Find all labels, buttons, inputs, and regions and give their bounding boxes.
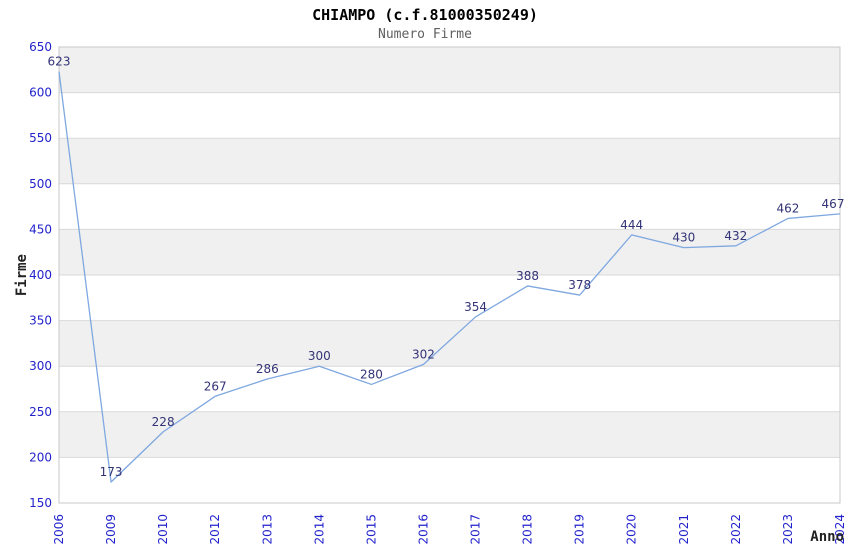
plot-band	[59, 138, 840, 184]
x-tick-label: 2010	[156, 514, 170, 545]
plot-band	[59, 47, 840, 93]
data-point-label: 354	[464, 300, 487, 314]
plot-band	[59, 320, 840, 367]
x-tick-label: 2013	[260, 514, 274, 545]
x-tick-label: 2015	[364, 514, 378, 545]
x-tick-label: 2020	[625, 514, 639, 545]
y-tick-label: 650	[29, 40, 52, 54]
x-tick-label: 2016	[416, 514, 430, 545]
data-point-label: 462	[776, 201, 799, 215]
x-tick-label: 2023	[781, 514, 795, 545]
data-point-label: 430	[672, 231, 695, 245]
y-tick-label: 200	[29, 450, 52, 464]
x-tick-label: 2022	[729, 514, 743, 545]
x-tick-label: 2017	[469, 514, 483, 545]
y-tick-label: 350	[29, 314, 52, 328]
x-tick-label: 2024	[833, 514, 847, 545]
y-tick-label: 500	[29, 177, 52, 191]
x-tick-label: 2012	[208, 514, 222, 545]
x-tick-label: 2014	[312, 514, 326, 545]
x-tick-label: 2021	[677, 514, 691, 545]
plot-band	[59, 411, 840, 458]
y-tick-label: 300	[29, 359, 52, 373]
y-tick-label: 150	[29, 496, 52, 510]
data-point-label: 623	[48, 55, 71, 69]
data-point-label: 302	[412, 347, 435, 361]
x-tick-label: 2006	[52, 514, 66, 545]
y-tick-label: 250	[29, 405, 52, 419]
data-point-label: 280	[360, 367, 383, 381]
data-point-label: 267	[204, 379, 227, 393]
chart-title: CHIAMPO (c.f.81000350249)	[312, 6, 538, 24]
data-point-label: 378	[568, 278, 591, 292]
data-point-label: 432	[724, 229, 747, 243]
y-tick-label: 450	[29, 222, 52, 236]
plot-border	[58, 46, 841, 504]
data-point-label: 467	[822, 197, 845, 211]
y-tick-label: 400	[29, 268, 52, 282]
data-point-label: 300	[308, 349, 331, 363]
data-line	[58, 71, 841, 483]
y-tick-label: 550	[29, 131, 52, 145]
data-point-label: 228	[152, 415, 175, 429]
x-tick-label: 2018	[521, 514, 535, 545]
x-tick-label: 2019	[573, 514, 587, 545]
data-point-label: 388	[516, 269, 539, 283]
x-tick-label: 2009	[104, 514, 118, 545]
y-tick-label: 600	[29, 86, 52, 100]
x-axis-title: Anno	[810, 529, 844, 545]
plot-band	[59, 229, 840, 275]
chart-subtitle: Numero Firme	[378, 27, 472, 42]
data-point-label: 173	[100, 465, 123, 479]
data-point-label: 444	[620, 218, 643, 232]
data-point-label: 286	[256, 362, 279, 376]
